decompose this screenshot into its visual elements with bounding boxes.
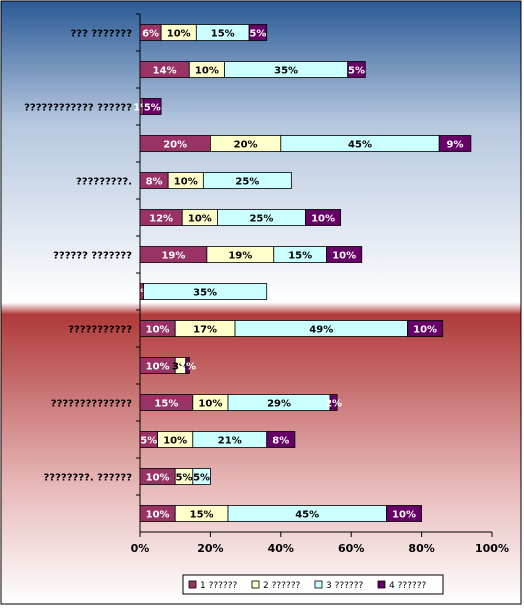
legend-label: 1 ?????? (200, 581, 237, 591)
data-label: 10% (174, 177, 198, 188)
data-label: 10% (188, 214, 212, 225)
data-label: 5% (176, 473, 193, 484)
bar-segment (329, 394, 338, 411)
data-label: 5% (249, 29, 266, 40)
category-label: ????????. ?????? (44, 473, 133, 484)
legend-label: 4 ?????? (389, 581, 426, 591)
legend-label: 3 ?????? (326, 581, 363, 591)
bar-segment (347, 61, 366, 78)
x-tick-label: 60% (338, 542, 364, 555)
category-label: ??????????? (68, 325, 132, 336)
data-label: 21% (218, 436, 242, 447)
category-label: ?????? ??????? (53, 251, 132, 262)
data-label: 15% (288, 251, 312, 262)
legend-label: 2 ?????? (263, 581, 300, 591)
data-label: 35% (193, 288, 217, 299)
data-label: 10% (163, 436, 187, 447)
data-label: 29% (267, 399, 291, 410)
data-label: 6% (142, 29, 159, 40)
legend-swatch (188, 580, 197, 589)
data-label: 19% (161, 251, 185, 262)
bar-segment (143, 283, 268, 300)
data-label: 17% (193, 325, 217, 336)
data-label: 25% (235, 177, 259, 188)
bar-segment (407, 320, 444, 337)
category-label: ?????????. (76, 177, 132, 188)
bar-segment (305, 209, 342, 226)
legend-box (182, 574, 444, 595)
data-label: 5% (140, 436, 157, 447)
bar-segment (192, 468, 211, 485)
data-label: 8% (272, 436, 289, 447)
data-label: 9% (447, 140, 464, 151)
data-label: 10% (146, 362, 170, 373)
data-label: 10% (146, 510, 170, 521)
bar-segment (248, 24, 268, 41)
data-label: 25% (249, 214, 273, 225)
bar-segment (185, 357, 190, 374)
data-label: 45% (295, 510, 319, 521)
data-label: 15% (211, 29, 235, 40)
data-label: 10% (392, 510, 416, 521)
category-label: ???????????? ?????? (24, 103, 132, 114)
data-label: 1% (133, 103, 150, 114)
data-label: 5% (193, 473, 210, 484)
data-label: 10% (167, 29, 191, 40)
data-label: 12% (149, 214, 173, 225)
x-tick-label: 100% (475, 542, 509, 555)
data-label: 15% (154, 399, 178, 410)
x-tick-label: 0% (131, 542, 150, 555)
legend-swatch (251, 580, 260, 589)
data-label: 49% (309, 325, 333, 336)
category-label: ??? ??????? (71, 29, 133, 40)
x-tick-label: 40% (268, 542, 294, 555)
data-label: 14% (153, 66, 177, 77)
data-label: 1% (179, 362, 196, 373)
data-label: 45% (348, 140, 372, 151)
data-label: 10% (146, 473, 170, 484)
data-label: 2% (325, 399, 342, 410)
data-label: 20% (234, 140, 258, 151)
data-label: 10% (332, 251, 356, 262)
data-label: 1% (133, 288, 150, 299)
data-label: 10% (413, 325, 437, 336)
data-label: 5% (144, 103, 161, 114)
data-label: 20% (163, 140, 187, 151)
data-label: 15% (190, 510, 214, 521)
category-label: ?????????????? (51, 399, 132, 410)
x-tick-label: 20% (197, 542, 223, 555)
data-label: 19% (228, 251, 252, 262)
bar-segment (385, 505, 422, 522)
data-label: 3% (172, 362, 189, 373)
data-label: 10% (311, 214, 335, 225)
bar-segment (438, 135, 472, 152)
data-label: 8% (146, 177, 163, 188)
bar-segment (143, 98, 162, 115)
legend-swatch (314, 580, 323, 589)
legend-swatch (377, 580, 386, 589)
bar-segment (266, 431, 296, 448)
data-label: 10% (195, 66, 219, 77)
data-label: 10% (146, 325, 170, 336)
data-label: 35% (274, 66, 298, 77)
bar-segment (326, 246, 363, 263)
bar-segment (202, 172, 292, 189)
data-label: 10% (198, 399, 222, 410)
data-label: 5% (348, 66, 365, 77)
x-tick-label: 80% (408, 542, 434, 555)
